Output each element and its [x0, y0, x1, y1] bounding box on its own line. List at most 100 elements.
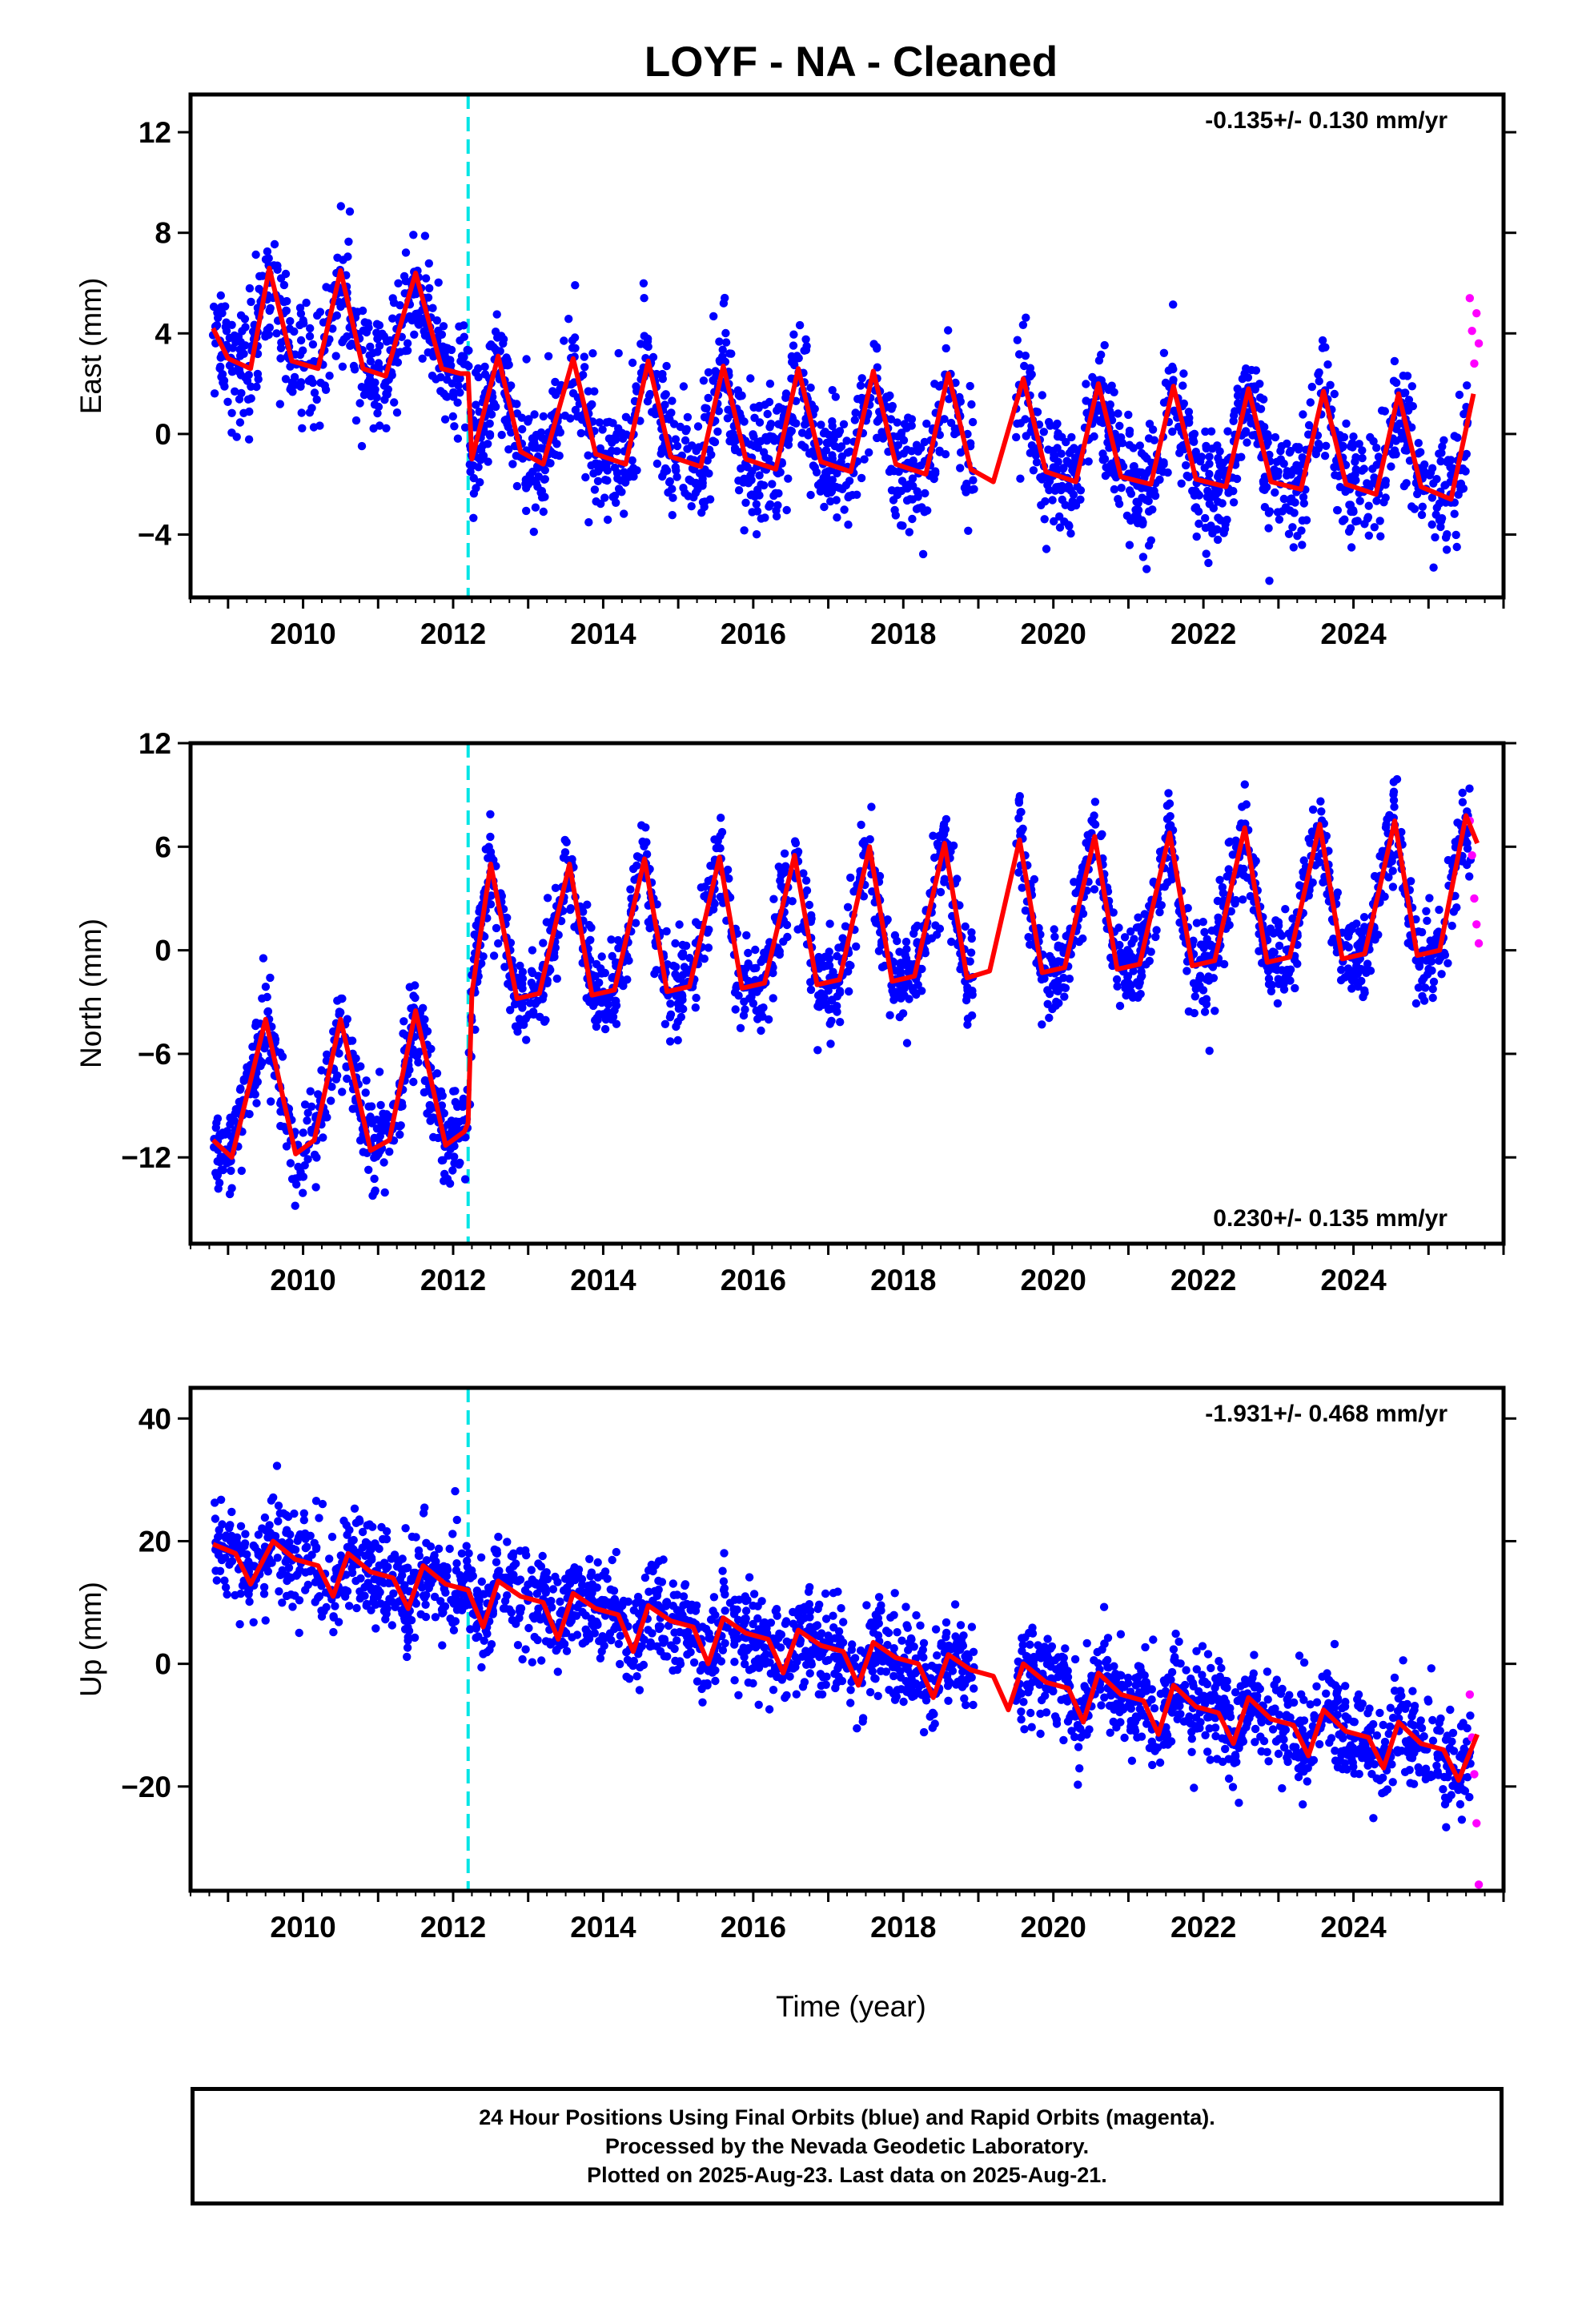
final-point: [376, 1100, 385, 1110]
final-point: [1299, 867, 1307, 877]
final-point: [500, 963, 509, 971]
final-point: [1425, 471, 1435, 480]
final-point: [620, 509, 628, 518]
final-point: [1204, 558, 1213, 568]
rapid-point: [1474, 339, 1484, 348]
model-curve: [211, 265, 1476, 502]
final-point: [325, 372, 334, 380]
final-point: [1389, 851, 1398, 860]
final-point: [662, 361, 671, 371]
final-point: [614, 943, 623, 953]
final-point: [765, 432, 774, 440]
final-point: [1432, 503, 1442, 513]
final-point: [858, 838, 867, 848]
final-point: [774, 420, 783, 428]
final-point: [596, 499, 605, 509]
final-point: [840, 505, 849, 514]
final-point: [425, 283, 434, 293]
final-point: [333, 253, 342, 262]
final-point: [448, 1166, 457, 1175]
final-point: [1396, 434, 1406, 443]
final-point: [1279, 494, 1289, 504]
final-point: [844, 521, 853, 529]
final-point: [1299, 856, 1308, 865]
final-point: [671, 435, 681, 444]
final-point: [1263, 438, 1272, 447]
final-point: [1090, 820, 1100, 829]
final-point: [1322, 441, 1331, 450]
final-point: [795, 320, 805, 330]
final-point: [282, 1142, 291, 1151]
final-point: [408, 1045, 417, 1054]
final-point: [1202, 549, 1211, 558]
final-point: [1054, 957, 1063, 966]
final-point: [621, 478, 630, 487]
final-point: [783, 932, 792, 942]
final-point: [210, 389, 219, 398]
final-point: [1265, 577, 1274, 585]
final-point: [276, 1107, 285, 1116]
final-point: [1039, 428, 1049, 436]
final-point: [1307, 382, 1317, 392]
final-point: [1355, 440, 1363, 448]
final-point: [751, 975, 760, 985]
final-point: [228, 344, 237, 352]
final-point: [845, 987, 853, 996]
final-point: [581, 472, 590, 482]
final-point: [396, 1130, 404, 1140]
final-point: [1204, 972, 1213, 981]
final-point: [380, 1188, 389, 1197]
final-point: [1372, 444, 1381, 452]
final-point: [961, 922, 970, 931]
final-point: [265, 306, 274, 316]
final-point: [540, 475, 549, 484]
final-point: [449, 392, 458, 401]
final-point: [281, 375, 291, 384]
final-point: [403, 339, 412, 348]
final-point: [1045, 476, 1054, 485]
final-point: [882, 392, 891, 401]
final-point: [967, 400, 976, 409]
final-point: [846, 961, 855, 970]
final-point: [1263, 483, 1271, 492]
final-point: [266, 973, 275, 983]
final-point: [230, 1116, 239, 1125]
final-point: [705, 495, 715, 504]
final-point: [1420, 983, 1430, 992]
final-point: [504, 445, 513, 454]
final-point: [1289, 543, 1299, 552]
x-tick-label: 2010: [270, 1264, 335, 1297]
final-point: [691, 489, 701, 497]
final-point: [365, 375, 375, 384]
final-point: [1098, 456, 1107, 464]
final-point: [833, 1002, 841, 1011]
final-point: [499, 335, 508, 344]
final-point: [1123, 950, 1133, 959]
final-point: [1018, 883, 1026, 892]
final-point: [339, 335, 348, 344]
final-point: [1237, 819, 1246, 828]
final-point: [1437, 970, 1446, 979]
final-point: [820, 502, 829, 512]
final-point: [576, 412, 585, 420]
final-point: [673, 472, 681, 481]
final-point: [458, 1102, 468, 1112]
final-point: [905, 495, 915, 504]
final-point: [934, 382, 944, 391]
final-point: [363, 382, 372, 392]
final-point: [235, 345, 244, 354]
final-point: [1120, 933, 1130, 942]
final-point: [298, 424, 307, 432]
final-point: [1194, 507, 1203, 516]
final-point: [828, 995, 837, 1004]
final-point: [1449, 907, 1459, 916]
final-point: [588, 400, 596, 409]
final-point: [1205, 500, 1215, 509]
final-point: [686, 476, 696, 485]
final-point: [372, 1152, 381, 1161]
final-point: [227, 428, 236, 437]
final-point: [721, 338, 731, 347]
rapid-point: [1474, 939, 1484, 948]
final-point: [579, 371, 588, 380]
final-point: [813, 1046, 822, 1055]
